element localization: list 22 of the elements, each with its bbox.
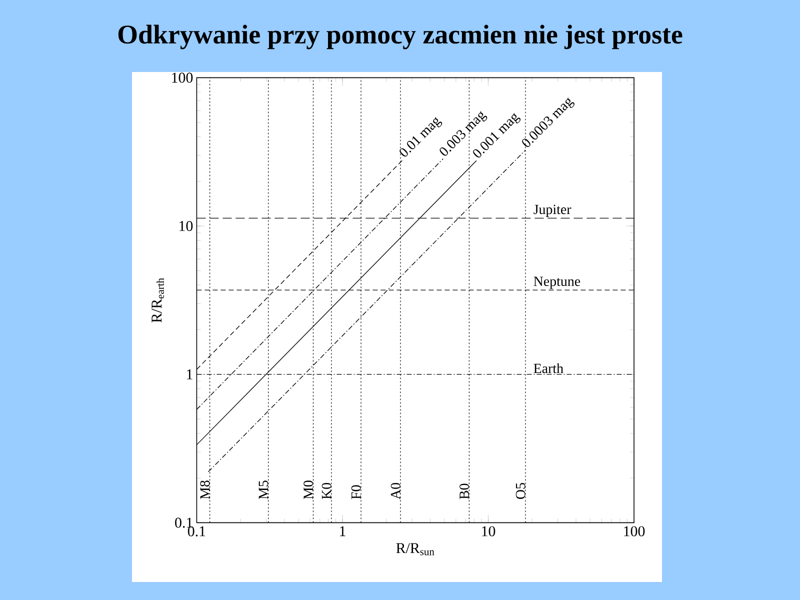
ref-line-label: M0 [304, 480, 314, 500]
chart-title: Odkrywanie przy pomocy zacmien nie jest proste [118, 24, 682, 50]
x-tick-label: 100 [624, 526, 645, 536]
ref-line-label: A0 [390, 482, 400, 500]
ref-line-label: M5 [258, 480, 268, 500]
x-tick-label: 0.1 [188, 526, 206, 536]
y-tick-label: 1 [187, 369, 192, 380]
ref-line-label: Neptune [534, 276, 580, 289]
ref-line-label: Jupiter [534, 204, 572, 217]
ref-line-label: M8 [200, 480, 210, 500]
ref-line-label: Earth [534, 363, 564, 374]
x-axis-title: R/R$_{sun}$ [396, 543, 434, 556]
x-tick-label: 10 [482, 526, 496, 536]
ref-line-label: F0 [351, 485, 361, 500]
ref-line-label: K0 [322, 482, 332, 500]
x-tick-label: 1 [340, 526, 346, 536]
y-tick-label: 100 [172, 72, 193, 83]
ref-line-label: O5 [516, 482, 526, 499]
y-tick-label: 0.1 [175, 518, 192, 528]
y-tick-label: 10 [180, 220, 193, 232]
y-axis-title: R/R$_{earth}$ [152, 278, 164, 322]
ref-line-label: B0 [460, 484, 469, 500]
